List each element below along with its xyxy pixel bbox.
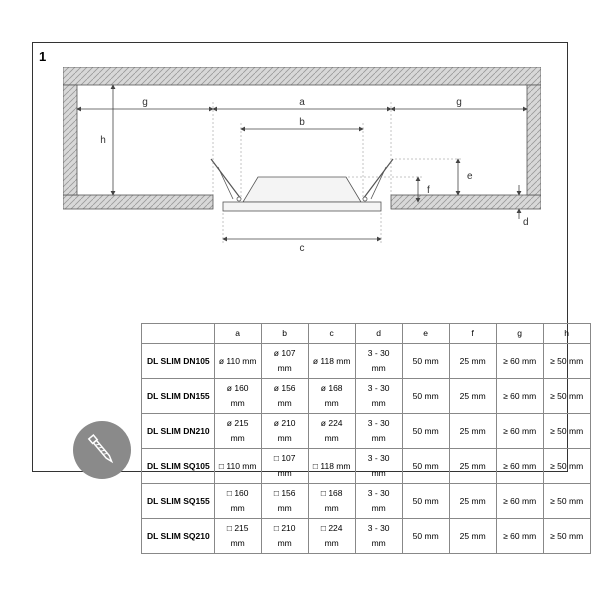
table-row: DL SLIM DN105ø 110 mmø 107 mmø 118 mm3 -…	[142, 344, 591, 379]
dim-g-right: g	[456, 97, 462, 108]
col-e: e	[402, 324, 449, 344]
col-b: b	[261, 324, 308, 344]
col-a: a	[214, 324, 261, 344]
dim-e: e	[467, 171, 473, 182]
dim-g-left: g	[142, 97, 148, 108]
dim-h: h	[100, 135, 106, 146]
table-row: DL SLIM DN210ø 215 mmø 210 mmø 224 mm3 -…	[142, 414, 591, 449]
table-header-row: a b c d e f g h	[142, 324, 591, 344]
screw-icon	[73, 421, 131, 479]
col-c: c	[308, 324, 355, 344]
figure-frame: 1	[32, 42, 568, 472]
table-row: DL SLIM DN155ø 160 mmø 156 mmø 168 mm3 -…	[142, 379, 591, 414]
dim-b: b	[299, 117, 305, 128]
table-row: DL SLIM SQ155□ 160 mm□ 156 mm□ 168 mm3 -…	[142, 484, 591, 519]
col-h: h	[543, 324, 590, 344]
col-g: g	[496, 324, 543, 344]
dim-d: d	[523, 217, 529, 228]
figure-number: 1	[39, 49, 46, 64]
table-row: DL SLIM SQ105□ 110 mm□ 107 mm□ 118 mm3 -…	[142, 449, 591, 484]
dim-f: f	[427, 185, 430, 196]
col-f: f	[449, 324, 496, 344]
dimensions-table: a b c d e f g h DL SLIM DN105ø 110 mmø 1…	[141, 323, 591, 554]
dim-c: c	[300, 243, 305, 254]
col-d: d	[355, 324, 402, 344]
installation-diagram: a b c g g h e	[63, 67, 541, 297]
dim-a: a	[299, 97, 305, 108]
table-row: DL SLIM SQ210□ 215 mm□ 210 mm□ 224 mm3 -…	[142, 519, 591, 554]
